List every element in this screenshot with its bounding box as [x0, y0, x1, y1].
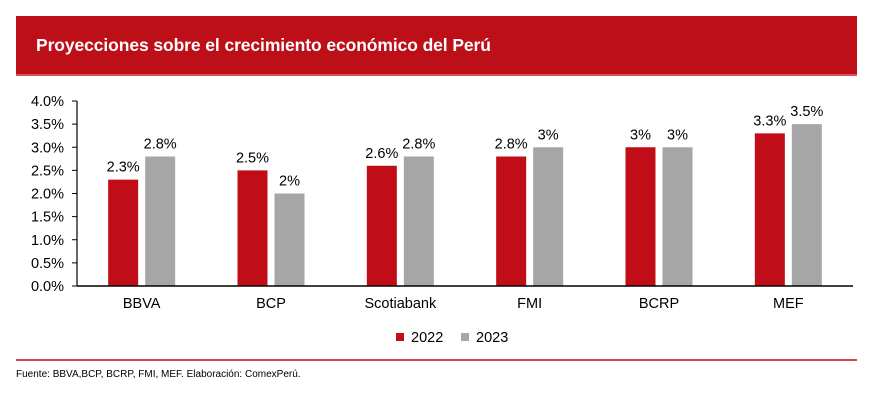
bar-2022-bbva: [108, 179, 139, 286]
bar-2023-mef: [791, 124, 822, 286]
x-tick-label: BCP: [256, 296, 286, 312]
data-label-2022-bcp: 2.5%: [236, 150, 269, 166]
legend: 2022 2023: [396, 330, 508, 346]
source-note: Fuente: BBVA,BCP, BCRP, FMI, MEF. Elabor…: [16, 369, 301, 380]
y-tick-label: 1.5%: [31, 210, 64, 226]
y-tick-label: 3.0%: [31, 140, 64, 156]
y-tick-label: 1.0%: [31, 233, 64, 249]
y-tick-label: 2.0%: [31, 187, 64, 203]
legend-swatch-2022: [396, 333, 404, 341]
legend-label-2023: 2023: [476, 330, 508, 346]
data-label-2022-bcrp: 3%: [630, 127, 651, 143]
y-tick-label: 0.5%: [31, 256, 64, 272]
data-labels: 2.3%2.8%2.5%2%2.6%2.8% 2.8%3% 3% 3%3.3%3.5%: [107, 104, 824, 189]
data-label-2022-mef: 3.3%: [753, 113, 786, 129]
bars: [108, 124, 822, 286]
chart-title: Proyecciones sobre el crecimiento económ…: [36, 35, 491, 55]
data-label-2023-bcrp: 3%: [667, 127, 688, 143]
x-tick-label: FMI: [517, 296, 542, 312]
footer-divider: [16, 359, 857, 361]
data-label-2023-scotiabank: 2.8%: [402, 137, 435, 153]
data-label-2023-fmi: 3%: [538, 127, 559, 143]
bar-2022-bcrp: [625, 147, 656, 286]
legend-item-2022: 2022: [396, 330, 443, 346]
data-label-2022-fmi: 2.8%: [495, 137, 528, 153]
data-label-2023-bbva: 2.8%: [144, 137, 177, 153]
legend-swatch-2023: [461, 333, 469, 341]
y-tick-label: 4.0%: [31, 94, 64, 110]
x-axis: BBVA BCP Scotiabank FMI BCRP MEF: [77, 285, 853, 312]
bar-2023-bbva: [145, 156, 176, 286]
x-tick-label: BBVA: [123, 296, 161, 312]
legend-item-2023: 2023: [461, 330, 508, 346]
y-axis: 0.0% 0.5% 1.0% 1.5% 2.0% 2.5% 3.0% 3.5% 4.0%: [31, 94, 78, 295]
data-label-2023-mef: 3.5%: [790, 104, 823, 120]
y-tick-label: 2.5%: [31, 163, 64, 179]
bar-2023-scotiabank: [403, 156, 434, 286]
x-tick-label: MEF: [773, 296, 804, 312]
x-tick-label: BCRP: [639, 296, 679, 312]
bar-2023-bcrp: [662, 147, 693, 286]
title-banner: Proyecciones sobre el crecimiento económ…: [16, 16, 857, 76]
bar-2023-bcp: [274, 193, 305, 286]
data-label-2023-bcp: 2%: [279, 174, 300, 190]
bar-2022-fmi: [496, 156, 527, 286]
y-tick-label: 0.0%: [31, 279, 64, 295]
bar-2022-scotiabank: [366, 165, 397, 286]
legend-label-2022: 2022: [411, 330, 443, 346]
data-label-2022-bbva: 2.3%: [107, 160, 140, 176]
y-tick-label: 3.5%: [31, 117, 64, 133]
x-tick-label: Scotiabank: [364, 296, 436, 312]
bar-2023-fmi: [533, 147, 564, 286]
bar-2022-mef: [754, 133, 785, 286]
data-label-2022-scotiabank: 2.6%: [365, 146, 398, 162]
bar-2022-bcp: [237, 170, 268, 286]
